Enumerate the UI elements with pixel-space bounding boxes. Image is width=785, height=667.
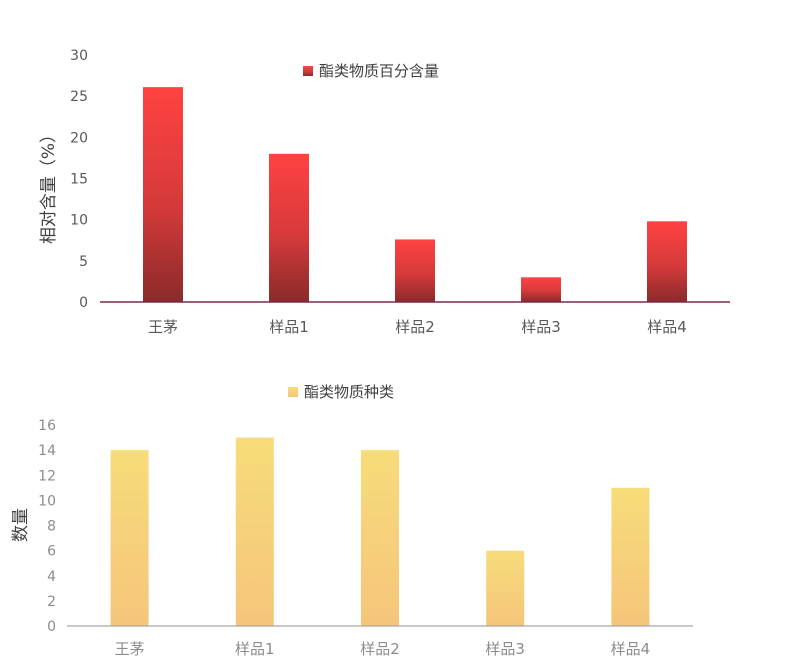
bar-样品3 bbox=[486, 550, 525, 626]
x-tick-label: 样品3 bbox=[485, 640, 525, 658]
y-tick-label: 12 bbox=[38, 468, 56, 484]
y-tick-label: 5 bbox=[79, 254, 88, 270]
y-tick-label: 16 bbox=[38, 418, 56, 434]
y-tick-label: 8 bbox=[47, 519, 56, 535]
bar-样品2 bbox=[395, 239, 435, 302]
legend-label: 酯类物质百分含量 bbox=[319, 62, 439, 80]
bar-样品4 bbox=[611, 487, 650, 626]
y-tick-label: 6 bbox=[47, 544, 56, 560]
y-tick-label: 10 bbox=[70, 213, 88, 229]
bar-样品1 bbox=[269, 153, 309, 302]
y-tick-label: 20 bbox=[70, 130, 88, 146]
bar-样品2 bbox=[361, 450, 399, 626]
y-tick-label: 25 bbox=[70, 89, 88, 105]
legend-swatch bbox=[288, 387, 298, 397]
y-tick-label: 2 bbox=[47, 594, 56, 610]
bar-样品4 bbox=[647, 221, 687, 302]
bar-王茅 bbox=[143, 87, 183, 302]
x-tick-label: 样品4 bbox=[647, 318, 687, 336]
y-tick-label: 4 bbox=[47, 569, 56, 585]
y-axis-label: 相对含量（%） bbox=[39, 126, 59, 244]
x-tick-label: 样品2 bbox=[395, 318, 435, 336]
x-tick-label: 样品2 bbox=[360, 640, 400, 658]
x-tick-label: 样品4 bbox=[611, 640, 651, 658]
y-tick-label: 14 bbox=[38, 443, 56, 459]
x-tick-label: 王茅 bbox=[115, 640, 145, 658]
bar-样品1 bbox=[235, 437, 274, 626]
y-tick-label: 15 bbox=[70, 172, 88, 188]
x-tick-label: 样品3 bbox=[521, 318, 561, 336]
y-tick-label: 0 bbox=[79, 295, 88, 311]
x-tick-label: 王茅 bbox=[148, 318, 178, 336]
y-tick-label: 0 bbox=[47, 619, 56, 635]
x-tick-label: 样品1 bbox=[269, 318, 309, 336]
legend-label: 酯类物质种类 bbox=[304, 383, 394, 401]
y-axis-label: 数量 bbox=[11, 508, 31, 542]
bar-样品3 bbox=[521, 277, 561, 302]
y-tick-label: 30 bbox=[70, 48, 88, 64]
bar-王茅 bbox=[110, 450, 149, 626]
x-tick-label: 样品1 bbox=[235, 640, 275, 658]
y-tick-label: 10 bbox=[38, 493, 56, 509]
legend-swatch bbox=[303, 66, 313, 76]
